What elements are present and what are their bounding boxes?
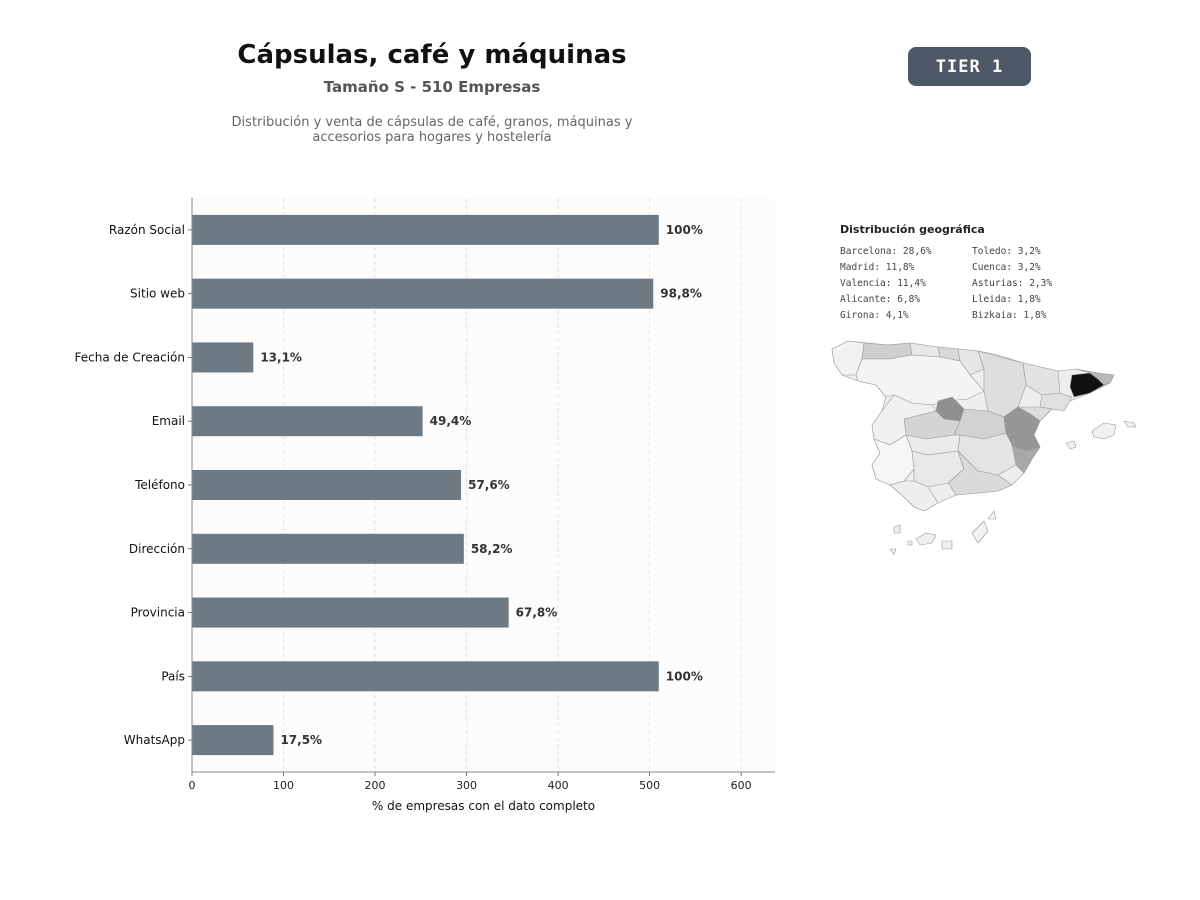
geo-item: Bizkaia: 1,8% bbox=[972, 310, 1047, 321]
map-canarias-1 bbox=[893, 524, 901, 534]
tier-badge: TIER 1 bbox=[908, 47, 1031, 86]
map-navarra bbox=[957, 348, 985, 376]
bar bbox=[192, 597, 509, 628]
bar bbox=[192, 278, 654, 309]
geo-item: Girona: 4,1% bbox=[840, 310, 909, 321]
data-label: 17,5% bbox=[280, 733, 322, 747]
map-canarias-4 bbox=[971, 520, 989, 544]
x-axis-label: % de empresas con el dato completo bbox=[372, 799, 595, 813]
bar bbox=[192, 214, 659, 245]
page-title: Cápsulas, café y máquinas bbox=[237, 40, 627, 70]
y-tick-label: Sitio web bbox=[130, 287, 185, 301]
map-canarias-3 bbox=[941, 540, 953, 550]
y-tick-label: Fecha de Creación bbox=[75, 350, 185, 364]
spain-map bbox=[831, 340, 1137, 556]
map-canarias-6 bbox=[889, 548, 897, 556]
x-tick-label: 400 bbox=[548, 779, 569, 792]
map-menorca bbox=[1123, 420, 1137, 428]
data-label: 100% bbox=[666, 223, 703, 237]
geo-distribution-title: Distribución geográfica bbox=[840, 223, 985, 236]
map-canarias-5 bbox=[987, 510, 997, 520]
bar bbox=[192, 661, 659, 692]
x-tick-label: 600 bbox=[731, 779, 752, 792]
page-subtitle: Tamaño S - 510 Empresas bbox=[323, 78, 541, 96]
map-mallorca bbox=[1091, 422, 1117, 440]
description-line-2: accesorios para hogares y hostelería bbox=[312, 130, 552, 145]
x-tick-label: 200 bbox=[365, 779, 386, 792]
data-label: 98,8% bbox=[660, 287, 702, 301]
x-tick-label: 500 bbox=[639, 779, 660, 792]
y-tick-label: Dirección bbox=[129, 542, 185, 556]
map-ibiza bbox=[1065, 440, 1077, 450]
map-cadiz bbox=[889, 480, 939, 512]
bar bbox=[192, 533, 464, 564]
page-description: Distribución y venta de cápsulas de café… bbox=[222, 115, 642, 145]
map-andalucia-east bbox=[947, 450, 1013, 496]
y-tick-label: Email bbox=[152, 414, 185, 428]
geo-item: Cuenca: 3,2% bbox=[972, 262, 1041, 273]
data-label: 13,1% bbox=[260, 350, 302, 364]
geo-item: Alicante: 6,8% bbox=[840, 294, 921, 305]
y-tick-label: Teléfono bbox=[134, 478, 185, 492]
data-label: 67,8% bbox=[516, 606, 558, 620]
y-tick-label: País bbox=[161, 669, 185, 683]
y-tick-label: Provincia bbox=[131, 606, 185, 620]
geo-item: Madrid: 11,8% bbox=[840, 262, 915, 273]
map-castellon bbox=[1017, 406, 1053, 422]
geo-item: Lleida: 1,8% bbox=[972, 294, 1041, 305]
bar bbox=[192, 470, 462, 500]
bar-chart: 0 100 200 300 400 500 600 Razón Social 100% Sitio… bbox=[75, 198, 775, 813]
data-label: 57,6% bbox=[468, 478, 510, 492]
description-line-1: Distribución y venta de cápsulas de café… bbox=[231, 115, 633, 130]
y-tick-label: Razón Social bbox=[109, 223, 185, 237]
data-label: 100% bbox=[666, 669, 703, 683]
map-girona bbox=[1075, 368, 1115, 386]
map-canarias-7 bbox=[907, 540, 913, 546]
x-tick-label: 0 bbox=[189, 779, 196, 792]
x-tick-label: 300 bbox=[456, 779, 477, 792]
geo-item: Barcelona: 28,6% bbox=[840, 246, 932, 257]
geo-item: Toledo: 3,2% bbox=[972, 246, 1041, 257]
geo-distribution-list: Barcelona: 28,6% Toledo: 3,2% Madrid: 11… bbox=[840, 246, 1100, 322]
x-tick-label: 100 bbox=[273, 779, 294, 792]
bar bbox=[192, 725, 274, 756]
geo-item: Asturias: 2,3% bbox=[972, 278, 1053, 289]
data-label: 49,4% bbox=[430, 414, 472, 428]
data-label: 58,2% bbox=[471, 542, 513, 556]
y-tick-label: WhatsApp bbox=[124, 733, 185, 747]
geo-item: Valencia: 11,4% bbox=[840, 278, 926, 289]
bar bbox=[192, 342, 254, 373]
map-canarias-2 bbox=[915, 532, 937, 546]
bar bbox=[192, 406, 423, 437]
